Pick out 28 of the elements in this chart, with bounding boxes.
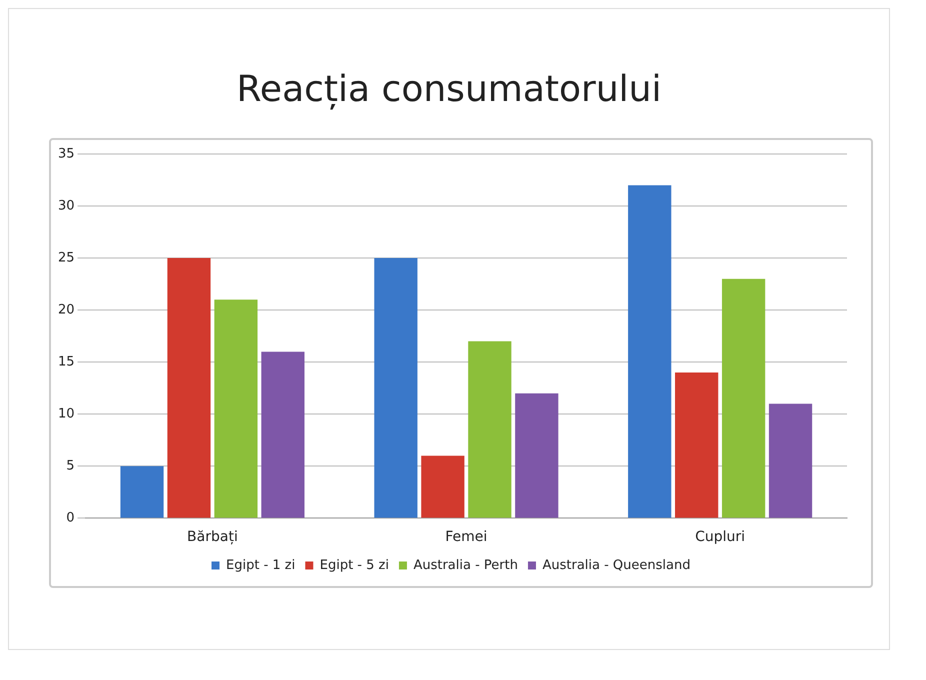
bar [722,278,766,518]
bar [628,185,672,518]
legend-label: Egipt - 5 zi [320,558,389,573]
y-tick-label: 30 [58,198,75,214]
x-tick-label: Cupluri [695,529,746,546]
legend-label: Egipt - 1 zi [226,558,296,573]
bar [515,393,558,518]
legend-label: Australia - Perth [413,558,518,573]
chart-title: Reacția consumatorului [236,69,662,110]
y-tick-label: 5 [66,458,75,474]
y-tick-label: 25 [58,250,75,266]
bar [768,404,812,518]
bar [421,456,464,518]
y-tick-label: 35 [58,146,75,162]
y-tick-label: 10 [58,406,75,422]
bar [468,341,512,518]
y-tick-label: 20 [58,302,75,318]
x-tick-label: Femei [445,529,488,546]
bar [214,300,258,518]
bar [374,258,418,518]
x-tick-label: Bărbați [187,529,238,546]
bar [120,466,164,518]
bar [261,352,304,518]
y-tick-label: 0 [66,510,75,526]
legend-label: Australia - Queensland [542,558,690,573]
bar [675,372,718,518]
bar [167,258,211,518]
y-tick-label: 15 [58,354,75,370]
